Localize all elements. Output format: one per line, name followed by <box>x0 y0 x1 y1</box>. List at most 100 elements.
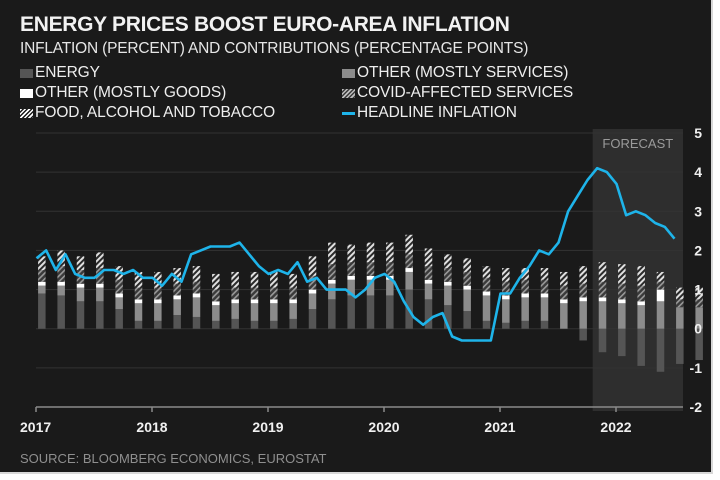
bar-segment-energy <box>502 322 510 329</box>
bar-segment-covid <box>521 279 529 294</box>
y-tick-label: 2 <box>694 242 702 258</box>
bar-segment-energy <box>637 328 645 366</box>
bar-segment-covid <box>695 299 703 308</box>
bar-segment-food <box>270 271 278 288</box>
bar-segment-covid <box>540 279 549 294</box>
bar-segment-services <box>560 303 568 329</box>
bar-segment-goods <box>192 293 201 298</box>
bar-segment-services <box>618 303 626 329</box>
x-tick-label: 2021 <box>484 419 515 435</box>
bar-segment-covid <box>637 285 645 302</box>
bar-segment-covid <box>424 266 433 280</box>
y-tick-label: 0 <box>694 321 702 337</box>
bar-segment-goods <box>96 283 104 288</box>
bar-segment-covid <box>328 264 336 280</box>
bar-segment-services <box>444 285 452 306</box>
bar-segment-energy <box>96 301 104 329</box>
y-tick-label: 5 <box>694 125 702 141</box>
bar-segment-goods <box>154 299 162 304</box>
bar-segment-goods <box>38 281 46 286</box>
legend-swatch-services <box>342 68 355 78</box>
bar-segment-services <box>115 297 123 310</box>
bar-segment-services <box>598 301 607 329</box>
bar-segment-food <box>154 271 162 288</box>
bar-segment-goods <box>115 293 123 298</box>
bar-segment-goods <box>250 299 259 304</box>
bar-segment-services <box>540 297 549 321</box>
bar-segment-covid <box>482 277 491 292</box>
bar-segment-services <box>134 303 143 321</box>
bar-segment-food <box>231 271 239 288</box>
bar-segment-goods <box>618 299 626 304</box>
bar-segment-food <box>173 268 181 284</box>
headline-inflation-line <box>35 166 676 342</box>
bar-segment-energy <box>579 328 587 341</box>
legend-item-goods: OTHER (MOSTLY GOODS) <box>20 84 226 102</box>
bar-segment-covid <box>579 283 587 298</box>
bar-segment-covid <box>231 287 239 300</box>
bar-segment-services <box>482 295 491 321</box>
bar-segment-covid <box>308 275 317 290</box>
bar-segment-services <box>38 285 46 294</box>
x-tick-label: 2022 <box>600 419 631 435</box>
legend-label-energy: ENERGY <box>35 64 100 81</box>
bar-segment-goods <box>173 295 181 300</box>
bar-segment-energy <box>463 311 471 329</box>
bar-segment-covid <box>212 289 220 302</box>
bar-segment-energy <box>695 328 703 361</box>
bar-segment-services <box>579 301 587 329</box>
bar-segment-services <box>308 293 317 310</box>
bar-segment-food <box>57 250 65 267</box>
bar-segment-energy <box>250 320 259 329</box>
y-tick-label: -1 <box>690 360 703 376</box>
bar-segment-covid <box>250 287 259 300</box>
bar-segment-energy <box>134 320 143 329</box>
bar-segment-energy <box>192 316 201 329</box>
bar-segment-services <box>463 289 471 312</box>
bar-segment-goods <box>637 301 645 306</box>
bar-segment-covid <box>444 268 452 282</box>
bar-segment-goods <box>656 289 665 302</box>
bar-segment-food <box>444 254 452 269</box>
bar-segment-energy <box>231 318 239 329</box>
bar-segment-energy <box>76 301 85 329</box>
bar-segment-services <box>270 303 278 321</box>
bar-segment-energy <box>57 295 65 329</box>
bar-segment-energy <box>540 320 549 329</box>
bar-segment-covid <box>386 262 394 276</box>
bar-segment-goods <box>424 279 433 284</box>
x-tick-label: 2018 <box>136 419 167 435</box>
bar-segment-covid <box>115 279 123 294</box>
bar-segment-energy <box>154 320 162 329</box>
bar-segment-food <box>347 244 355 263</box>
forecast-label: FORECAST <box>602 136 673 151</box>
bar-segment-goods <box>76 283 85 288</box>
bar-segment-food <box>134 271 143 288</box>
bar-segment-services <box>424 283 433 300</box>
bar-segment-goods <box>598 297 607 302</box>
bar-segment-goods <box>366 275 375 280</box>
bar-segment-energy <box>656 328 665 372</box>
bar-segment-food <box>618 264 626 284</box>
bar-segment-food <box>560 271 568 286</box>
bar-segment-goods <box>270 299 278 304</box>
bar-segment-covid <box>270 287 278 300</box>
bar-segment-covid <box>560 285 568 300</box>
bar-segment-food <box>637 266 645 286</box>
legend-item-covid: COVID-AFFECTED SERVICES <box>342 84 573 102</box>
bar-segment-food <box>676 287 684 300</box>
legend-swatch-headline <box>342 111 355 115</box>
bar-segment-services <box>405 271 413 290</box>
bar-segment-goods <box>308 289 317 294</box>
bar-segment-goods <box>289 299 297 304</box>
y-tick-label: 4 <box>694 164 702 180</box>
bar-segment-services <box>231 303 239 319</box>
bar-segment-energy <box>618 328 626 357</box>
bar-segment-food <box>579 266 587 284</box>
legend-label-food: FOOD, ALCOHOL AND TOBACCO <box>35 104 276 121</box>
bar-segment-food <box>540 268 549 280</box>
bar-segment-goods <box>347 275 355 280</box>
bar-segment-goods <box>444 281 452 286</box>
bar-segment-energy <box>598 328 607 353</box>
bar-segment-covid <box>502 281 510 296</box>
